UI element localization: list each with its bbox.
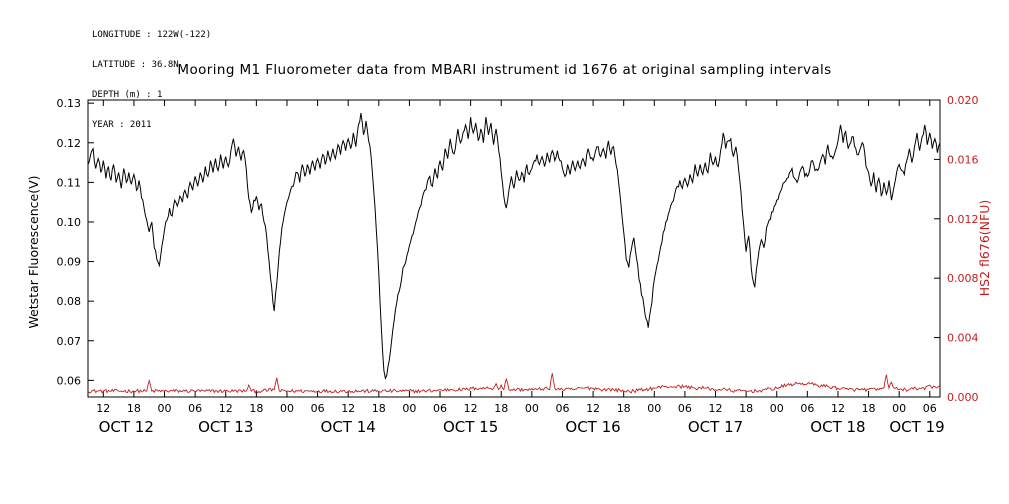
left-tick-label: 0.08	[57, 295, 82, 308]
date-label: OCT 12	[99, 418, 154, 436]
x-tick-label: 00	[280, 402, 294, 415]
right-tick-label: 0.012	[947, 213, 979, 226]
right-tick-label: 0.008	[947, 272, 979, 285]
x-tick-label: 06	[678, 402, 692, 415]
info-year: YEAR : 2011	[92, 120, 152, 130]
date-label: OCT 14	[321, 418, 376, 436]
date-label: OCT 17	[688, 418, 743, 436]
x-tick-label: 18	[617, 402, 631, 415]
x-tick-label: 18	[372, 402, 386, 415]
right-tick-label: 0.020	[947, 94, 979, 107]
x-tick-label: 06	[188, 402, 202, 415]
x-tick-label: 06	[800, 402, 814, 415]
x-tick-label: 12	[586, 402, 600, 415]
x-tick-label: 12	[831, 402, 845, 415]
x-axis: 12 18 00 06 12 18 00 06 12 18 00 06 12 18 00 06 12 18 00 06…	[96, 100, 945, 436]
right-tick-label: 0.000	[947, 391, 979, 404]
info-longitude: LONGITUDE : 122W(-122)	[92, 30, 212, 40]
info-depth: DEPTH (m) : 1	[92, 90, 163, 100]
chart-title: Mooring M1 Fluorometer data from MBARI i…	[177, 62, 832, 78]
left-tick-label: 0.10	[57, 216, 82, 229]
x-tick-label: 12	[341, 402, 355, 415]
x-tick-label: 00	[525, 402, 539, 415]
plot-frame	[87, 99, 941, 398]
date-label: OCT 19	[889, 418, 944, 436]
date-label: OCT 13	[198, 418, 253, 436]
left-tick-label: 0.07	[57, 335, 82, 348]
left-axis-label: Wetstar Fluorescence(V)	[26, 175, 41, 328]
x-tick-label: 06	[433, 402, 447, 415]
left-tick-label: 0.06	[57, 374, 82, 387]
x-tick-label: 00	[402, 402, 416, 415]
wetstar-fluorescence-line	[87, 113, 941, 381]
hs2-fl676-line	[87, 373, 941, 394]
date-label: OCT 16	[565, 418, 620, 436]
x-tick-label: 12	[464, 402, 478, 415]
info-latitude: LATITUDE : 36.8N	[92, 60, 179, 70]
date-label: OCT 15	[443, 418, 498, 436]
series-group	[87, 113, 941, 394]
x-tick-label: 18	[739, 402, 753, 415]
x-tick-label: 06	[923, 402, 937, 415]
x-tick-label: 18	[127, 402, 141, 415]
header-info: LONGITUDE : 122W(-122) LATITUDE : 36.8N …	[92, 10, 211, 150]
x-tick-label: 06	[311, 402, 325, 415]
x-tick-label: 12	[709, 402, 723, 415]
x-tick-label: 00	[770, 402, 784, 415]
x-tick-label: 18	[249, 402, 263, 415]
x-tick-label: 00	[892, 402, 906, 415]
left-tick-label: 0.11	[57, 176, 82, 189]
x-tick-label: 18	[862, 402, 876, 415]
x-tick-label: 00	[158, 402, 172, 415]
x-tick-label: 00	[647, 402, 661, 415]
left-y-axis: 0.06 0.07 0.08 0.09 0.10 0.11 0.12 0.13	[57, 97, 94, 387]
x-tick-label: 18	[494, 402, 508, 415]
right-y-axis: 0.000 0.004 0.008 0.012 0.016 0.020	[934, 94, 979, 404]
x-tick-label: 12	[96, 402, 110, 415]
x-tick-label: 12	[219, 402, 233, 415]
left-tick-label: 0.12	[57, 137, 82, 150]
right-tick-label: 0.016	[947, 153, 979, 166]
left-tick-label: 0.09	[57, 256, 82, 269]
right-tick-label: 0.004	[947, 332, 979, 345]
x-tick-label: 06	[555, 402, 569, 415]
date-label: OCT 18	[810, 418, 865, 436]
left-tick-label: 0.13	[57, 97, 82, 110]
right-axis-label: HS2 fl676(NFU)	[977, 200, 992, 296]
